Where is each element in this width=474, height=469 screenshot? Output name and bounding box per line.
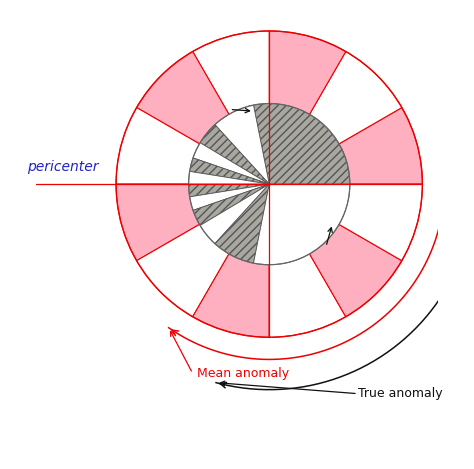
Wedge shape bbox=[215, 184, 269, 263]
Wedge shape bbox=[269, 52, 402, 184]
Wedge shape bbox=[116, 184, 269, 261]
Wedge shape bbox=[137, 184, 269, 317]
Text: True anomaly: True anomaly bbox=[358, 387, 443, 400]
Wedge shape bbox=[269, 184, 346, 337]
Wedge shape bbox=[116, 107, 269, 184]
Wedge shape bbox=[190, 184, 269, 210]
Wedge shape bbox=[269, 107, 422, 184]
Wedge shape bbox=[200, 125, 269, 184]
Wedge shape bbox=[269, 31, 346, 184]
Wedge shape bbox=[193, 184, 269, 226]
Wedge shape bbox=[189, 184, 269, 197]
Wedge shape bbox=[254, 104, 350, 184]
Wedge shape bbox=[215, 105, 269, 184]
Wedge shape bbox=[193, 143, 269, 184]
Wedge shape bbox=[192, 184, 269, 337]
Wedge shape bbox=[269, 184, 402, 317]
Wedge shape bbox=[189, 171, 269, 184]
Wedge shape bbox=[190, 158, 269, 184]
Text: pericenter: pericenter bbox=[27, 160, 99, 174]
Text: Mean anomaly: Mean anomaly bbox=[197, 367, 289, 380]
Wedge shape bbox=[269, 184, 422, 261]
Wedge shape bbox=[254, 184, 350, 265]
Wedge shape bbox=[200, 184, 269, 243]
Wedge shape bbox=[137, 52, 269, 184]
Wedge shape bbox=[192, 31, 269, 184]
